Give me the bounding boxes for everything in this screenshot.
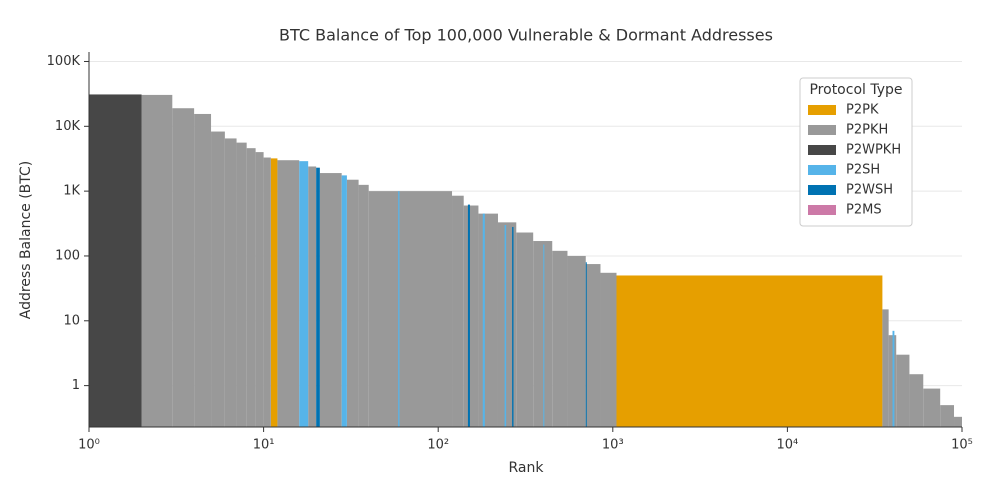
bar <box>452 195 464 427</box>
bar <box>346 179 359 427</box>
bar <box>172 108 195 428</box>
x-tick-label: 10¹ <box>253 438 275 453</box>
legend-label: P2WSH <box>846 183 893 198</box>
legend-swatch <box>808 105 836 115</box>
y-tick-label: 100 <box>55 248 80 263</box>
bar <box>616 275 883 427</box>
bar <box>516 232 534 427</box>
legend-swatch <box>808 165 836 175</box>
bar <box>512 226 514 427</box>
legend-label: P2SH <box>846 163 880 178</box>
bar <box>552 250 568 427</box>
y-tick-label: 100K <box>47 54 81 69</box>
bar <box>892 330 895 427</box>
bar <box>463 205 479 427</box>
bar <box>194 113 212 427</box>
bar <box>567 255 586 427</box>
bar <box>246 148 256 428</box>
bar <box>543 244 545 427</box>
legend-label: P2WPKH <box>846 143 901 158</box>
bar <box>224 138 237 427</box>
x-axis-label: Rank <box>509 460 545 476</box>
y-tick-label: 10K <box>55 119 81 134</box>
x-tick-label: 10³ <box>602 438 624 453</box>
legend-label: P2PKH <box>846 123 888 138</box>
bar <box>482 213 485 427</box>
bar <box>299 161 309 427</box>
bar <box>308 166 317 427</box>
x-tick-label: 10² <box>427 438 449 453</box>
bar <box>316 167 320 428</box>
bar <box>909 374 924 427</box>
bar <box>585 262 587 427</box>
bar <box>533 241 553 427</box>
bar <box>940 405 955 427</box>
bar <box>585 264 601 427</box>
legend-label: P2MS <box>846 203 882 218</box>
x-tick-label: 10⁴ <box>777 438 799 453</box>
chart-title: BTC Balance of Top 100,000 Vulnerable & … <box>279 26 773 45</box>
legend-label: P2PK <box>846 103 879 118</box>
bar <box>270 158 278 427</box>
bar <box>341 175 347 427</box>
bar <box>504 225 507 427</box>
bar <box>368 191 453 427</box>
bar <box>211 131 225 428</box>
bar <box>888 335 897 427</box>
bar <box>600 272 617 427</box>
bar <box>954 416 962 427</box>
bar <box>141 94 173 428</box>
bar <box>467 204 470 427</box>
bar <box>358 184 369 427</box>
bar <box>478 213 498 427</box>
x-tick-label: 10⁵ <box>951 438 973 453</box>
bar <box>882 309 889 427</box>
bar <box>89 94 142 428</box>
bar <box>497 222 517 427</box>
bar <box>923 388 941 427</box>
bar <box>896 354 910 427</box>
y-tick-label: 1K <box>63 184 80 199</box>
bar <box>398 191 400 427</box>
bar <box>277 160 300 428</box>
bar <box>263 157 271 428</box>
legend: Protocol Type P2PK P2PKH P2WPKH P2SH P2WSH P2M… <box>799 77 913 227</box>
bar <box>236 142 247 427</box>
legend-swatch <box>808 185 836 195</box>
bar <box>319 173 342 427</box>
y-axis-label: Address Balance (BTC) <box>18 161 34 320</box>
x-tick-label: 10⁰ <box>78 438 100 453</box>
y-tick-label: 10 <box>63 313 80 328</box>
legend-swatch <box>808 145 836 155</box>
bar <box>255 152 264 427</box>
legend-title: Protocol Type <box>809 82 902 98</box>
legend-swatch <box>808 125 836 135</box>
y-tick-label: 1 <box>72 378 80 393</box>
legend-swatch <box>808 205 836 215</box>
